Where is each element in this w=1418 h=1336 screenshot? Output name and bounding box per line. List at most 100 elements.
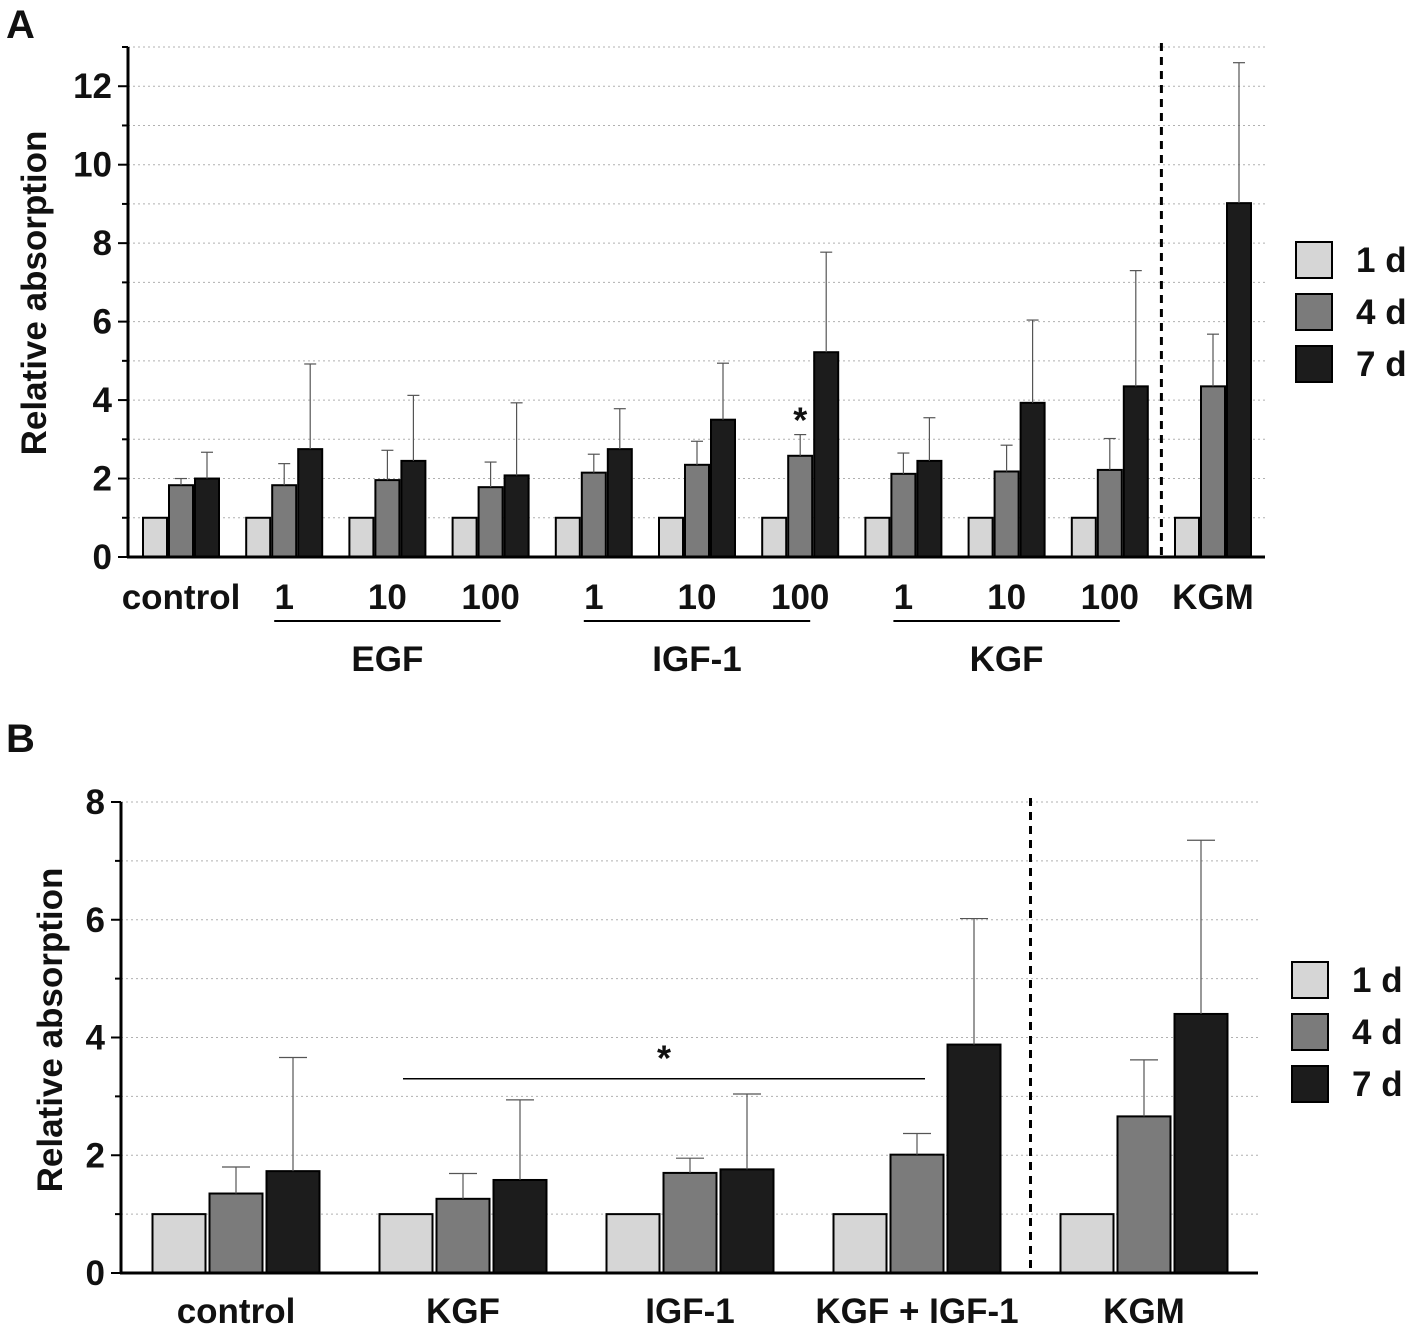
panel-b-y-ticks: 0 2 4 6 8	[86, 783, 121, 1293]
panel-b-significance: *	[403, 1038, 925, 1080]
legend-swatch	[1291, 961, 1329, 999]
bar-3-0	[832, 1213, 888, 1274]
panel-b-bars	[151, 1012, 1229, 1275]
legend-label: 1 d	[1352, 961, 1403, 1000]
panel-a-axes	[126, 43, 1265, 559]
bar-1-2	[492, 1178, 548, 1275]
legend-label: 7 d	[1352, 1065, 1403, 1104]
bar-4-1	[1116, 1115, 1172, 1274]
x-tick-label: 10	[678, 578, 717, 617]
legend-label: 7 d	[1356, 345, 1407, 384]
x-tick-label: KGF + IGF-1	[815, 1292, 1018, 1331]
y-tick-label: 6	[86, 901, 105, 940]
bar-5-2	[710, 418, 736, 559]
x-tick-label: 1	[274, 578, 293, 617]
bar-6-0	[761, 516, 788, 558]
bar-2-1	[662, 1171, 718, 1274]
panel-a-y-axis-title: Relative absorption	[15, 131, 54, 456]
bar-5-1	[684, 463, 710, 558]
x-tick-label: 1	[584, 578, 603, 617]
bar-10-1	[1200, 385, 1226, 558]
x-tick-label: IGF-1	[645, 1292, 734, 1331]
panel-b-legend: 1 d 4 d 7 d	[1291, 961, 1403, 1104]
panel-a: A Relative absorption * 0 2 4 6 8 10 12 contro…	[6, 3, 1407, 679]
bar-0-0	[151, 1213, 207, 1274]
panel-b-gridlines	[121, 801, 1258, 1215]
bar-0-0	[142, 516, 168, 558]
x-tick-label: control	[122, 578, 241, 617]
bar-8-1	[993, 470, 1020, 559]
legend-swatch	[1295, 345, 1333, 383]
bar-1-0	[245, 516, 272, 558]
bar-8-2	[1019, 401, 1046, 559]
bar-10-0	[1174, 516, 1200, 558]
legend-swatch	[1291, 1065, 1329, 1103]
significance-star: *	[793, 400, 807, 441]
x-tick-label: KGF	[426, 1292, 500, 1331]
y-tick-label: 2	[93, 460, 112, 499]
panel-b-x-labels: control KGF IGF-1 KGF + IGF-1 KGM	[177, 1292, 1185, 1331]
panel-a-error-bars: *	[175, 62, 1245, 488]
panel-b-error-bars	[222, 839, 1215, 1199]
group-label: IGF-1	[652, 640, 741, 679]
x-tick-label: 100	[771, 578, 829, 617]
group-label: KGF	[970, 640, 1044, 679]
bar-6-2	[813, 351, 840, 559]
bar-1-2	[297, 448, 324, 558]
bar-1-1	[435, 1197, 491, 1275]
panel-a-label: A	[6, 3, 35, 47]
bar-4-2	[1173, 1012, 1229, 1274]
bar-0-1	[168, 484, 194, 559]
y-tick-label: 2	[86, 1136, 105, 1175]
x-tick-label: control	[177, 1292, 296, 1331]
y-tick-label: 8	[86, 783, 105, 822]
bar-3-1	[477, 486, 504, 558]
bar-10-2	[1226, 202, 1252, 558]
bar-3-0	[451, 516, 478, 558]
y-tick-label: 12	[73, 67, 112, 106]
panel-b-label: B	[6, 717, 35, 761]
bar-0-1	[208, 1192, 264, 1275]
y-tick-label: 4	[93, 381, 113, 420]
legend-label: 4 d	[1356, 293, 1407, 332]
bar-4-2	[606, 448, 633, 558]
x-tick-label: KGM	[1103, 1292, 1185, 1331]
bar-0-2	[194, 477, 220, 558]
y-tick-label: 0	[86, 1254, 105, 1293]
y-tick-label: 0	[93, 538, 112, 577]
bar-0-2	[265, 1170, 321, 1274]
bar-9-0	[1070, 516, 1097, 558]
group-label: EGF	[351, 640, 423, 679]
panel-a-x-labels: control 1 10 100 1 10 100 1 10 100 KGM	[122, 578, 1254, 617]
panel-a-y-ticks: 0 2 4 6 8 10 12	[73, 46, 128, 577]
bar-4-0	[1059, 1213, 1115, 1274]
legend-label: 4 d	[1352, 1013, 1403, 1052]
bar-1-1	[271, 484, 298, 559]
bar-2-2	[400, 459, 427, 558]
panel-b: B Relative absorption 0 2 4 6 8 control KGF IG…	[6, 717, 1403, 1331]
bar-6-1	[787, 454, 814, 558]
legend-swatch	[1295, 293, 1333, 331]
legend-label: 1 d	[1356, 241, 1407, 280]
y-tick-label: 8	[93, 224, 112, 263]
bar-2-1	[374, 479, 401, 559]
x-tick-label: 10	[368, 578, 407, 617]
bar-3-1	[889, 1153, 945, 1275]
bar-8-0	[967, 516, 994, 558]
bar-4-0	[554, 516, 581, 558]
panel-a-bars	[142, 202, 1252, 559]
x-tick-label: KGM	[1172, 578, 1254, 617]
bar-2-2	[719, 1168, 775, 1275]
y-tick-label: 10	[73, 146, 112, 185]
significance-star: *	[657, 1038, 671, 1079]
bar-2-0	[348, 516, 375, 558]
panel-b-y-axis-title: Relative absorption	[31, 868, 70, 1193]
x-tick-label: 1	[894, 578, 913, 617]
x-tick-label: 100	[461, 578, 519, 617]
y-tick-label: 6	[93, 303, 112, 342]
y-tick-label: 4	[86, 1019, 106, 1058]
bar-3-2	[503, 474, 530, 558]
bar-1-0	[378, 1213, 434, 1274]
bar-2-0	[605, 1213, 661, 1274]
panel-a-legend: 1 d 4 d 7 d	[1295, 241, 1407, 384]
